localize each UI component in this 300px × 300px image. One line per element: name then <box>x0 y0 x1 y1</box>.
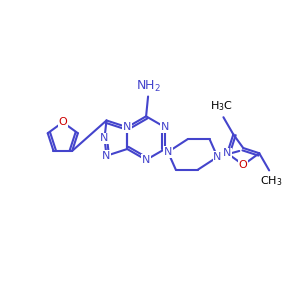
Text: N: N <box>213 152 222 162</box>
Text: N: N <box>164 147 172 157</box>
Text: N: N <box>223 148 231 158</box>
Text: N: N <box>142 155 150 165</box>
Text: N: N <box>123 122 131 132</box>
Text: N: N <box>100 133 109 143</box>
Text: NH$_2$: NH$_2$ <box>136 78 160 94</box>
Text: N: N <box>161 122 169 132</box>
Text: CH$_3$: CH$_3$ <box>260 174 282 188</box>
Text: H$_3$C: H$_3$C <box>210 100 233 113</box>
Text: O: O <box>58 117 67 127</box>
Text: N: N <box>102 151 111 161</box>
Text: O: O <box>239 160 248 170</box>
